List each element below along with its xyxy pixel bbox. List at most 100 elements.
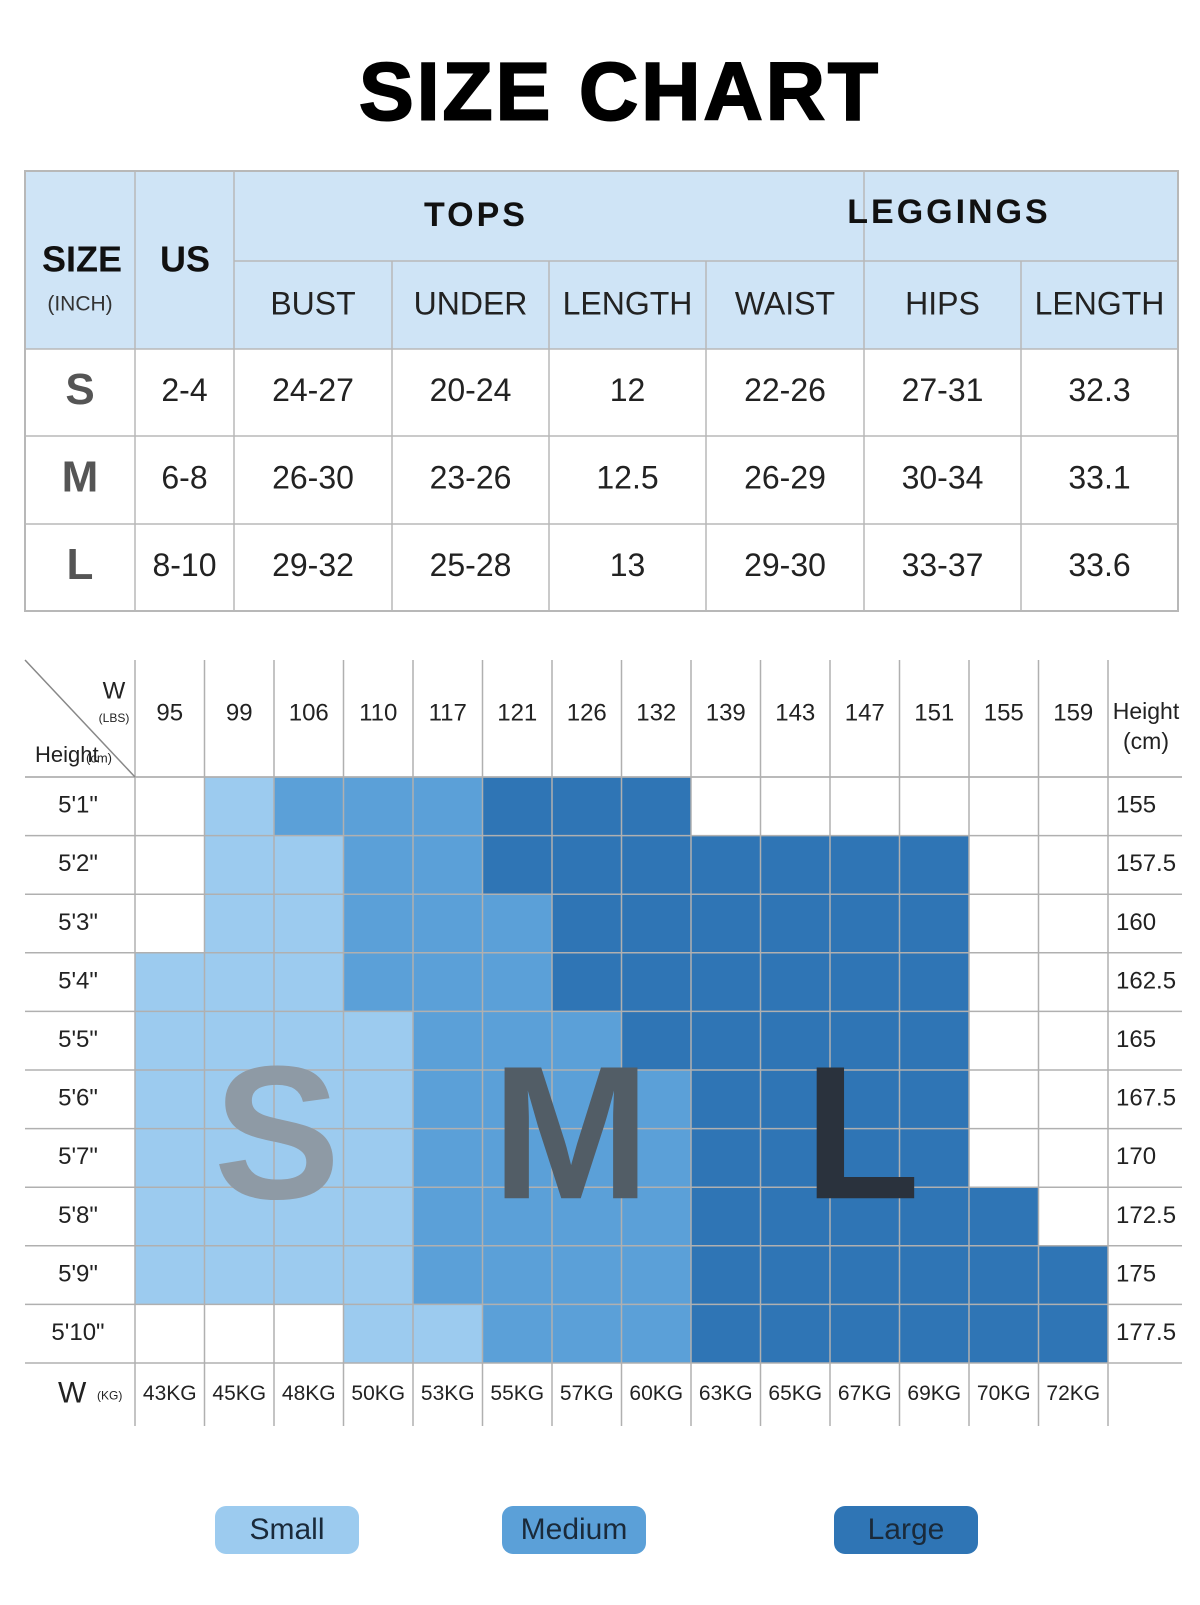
weight-lbs: 155 [984, 699, 1024, 726]
fit-cell [899, 1011, 969, 1070]
fit-cell [691, 1128, 761, 1188]
fit-cell [413, 1245, 483, 1305]
fit-cell [204, 1187, 274, 1246]
fit-cell [274, 1070, 344, 1129]
height-label: Height [1113, 698, 1180, 724]
fit-cell [135, 1245, 205, 1305]
row-size: M [62, 453, 99, 502]
weight-lbs: 121 [497, 699, 537, 726]
fit-cell [552, 894, 622, 953]
weight-lbs: 126 [567, 699, 607, 726]
fit-cell [969, 1187, 1039, 1246]
fit-cell [969, 1304, 1039, 1363]
weight-kg: 57KG [560, 1382, 614, 1405]
fit-cell [413, 1187, 483, 1246]
fit-cell [552, 777, 622, 836]
cell-border [24, 659, 136, 778]
fit-cell [1038, 1245, 1108, 1305]
table-cell: 29-30 [744, 547, 826, 583]
fit-cell [899, 1070, 969, 1129]
weight-label: W [103, 677, 126, 704]
fit-cell [691, 835, 761, 895]
column-header: BUST [270, 285, 355, 321]
fit-cell [204, 894, 274, 953]
fit-cell [482, 777, 552, 836]
column-header: WAIST [735, 285, 835, 321]
fit-cell [135, 1128, 205, 1188]
fit-cell [274, 835, 344, 895]
fit-cell [830, 952, 900, 1012]
fit-cell [552, 1245, 622, 1305]
fit-cell [760, 1304, 830, 1363]
fit-cell [274, 1128, 344, 1188]
table-cell: 27-31 [902, 372, 984, 408]
table-cell: 25-28 [430, 547, 512, 583]
fit-cell [413, 894, 483, 953]
fit-cell [204, 1011, 274, 1070]
legend-label: Large [868, 1513, 945, 1546]
fit-cell [274, 1187, 344, 1246]
weight-kg: 60KG [629, 1382, 683, 1405]
fit-cell [899, 835, 969, 895]
weight-kg: 69KG [907, 1382, 961, 1405]
weight-lbs: 159 [1053, 699, 1093, 726]
fit-cell [760, 835, 830, 895]
size-region-label: L [804, 1027, 920, 1239]
table-cell: 26-29 [744, 459, 826, 495]
fit-cell [274, 894, 344, 953]
fit-cell [413, 835, 483, 895]
page-title: SIZE CHART [359, 47, 881, 138]
fit-cell [343, 1187, 413, 1246]
fit-cell [760, 894, 830, 953]
weight-kg: 43KG [143, 1382, 197, 1405]
height-ft: 5'6" [58, 1085, 98, 1112]
fit-cell [899, 1187, 969, 1246]
fit-cell [135, 1011, 205, 1070]
fit-cell [343, 777, 413, 836]
fit-cell [830, 1304, 900, 1363]
fit-cell [830, 1011, 900, 1070]
height-ft: 5'5" [58, 1026, 98, 1053]
table-cell: 33.6 [1068, 547, 1130, 583]
table-frame [24, 170, 1179, 612]
fit-cell [691, 894, 761, 953]
table-cell: 26-30 [272, 459, 354, 495]
table-cell: 12 [610, 372, 646, 408]
fit-cell [899, 1245, 969, 1305]
fit-cell [413, 952, 483, 1012]
fit-cell [830, 1070, 900, 1129]
fit-cell [274, 1011, 344, 1070]
height-unit: (cm) [86, 750, 112, 765]
fit-cell [691, 1245, 761, 1305]
height-cm: 160 [1116, 909, 1156, 936]
height-ft: 5'7" [58, 1143, 98, 1170]
fit-cell [899, 1304, 969, 1363]
column-header: HIPS [905, 285, 980, 321]
fit-cell [343, 1070, 413, 1129]
size-unit: (INCH) [47, 293, 112, 316]
fit-cell [482, 1245, 552, 1305]
weight-kg: 72KG [1046, 1382, 1100, 1405]
table-cell: 32.3 [1068, 372, 1130, 408]
row-size: S [65, 365, 94, 414]
size-region-label: S [214, 1027, 341, 1239]
weight-kg: 48KG [282, 1382, 336, 1405]
fit-cell [482, 952, 552, 1012]
height-cm: 157.5 [1116, 850, 1176, 877]
table-cell: 24-27 [272, 372, 354, 408]
height-cm: 162.5 [1116, 967, 1176, 994]
weight-lbs: 95 [156, 699, 183, 726]
fit-cell [343, 952, 413, 1012]
table-cell: 30-34 [902, 459, 984, 495]
height-ft: 5'1" [58, 792, 98, 819]
height-ft: 5'10" [51, 1319, 104, 1346]
fit-cell [343, 835, 413, 895]
table-cell: 29-32 [272, 547, 354, 583]
fit-cell [899, 894, 969, 953]
legend-swatch [834, 1506, 978, 1554]
fit-cell [621, 777, 691, 836]
fit-cell [621, 1187, 691, 1246]
legend-swatch [215, 1506, 359, 1554]
fit-cell [274, 1245, 344, 1305]
